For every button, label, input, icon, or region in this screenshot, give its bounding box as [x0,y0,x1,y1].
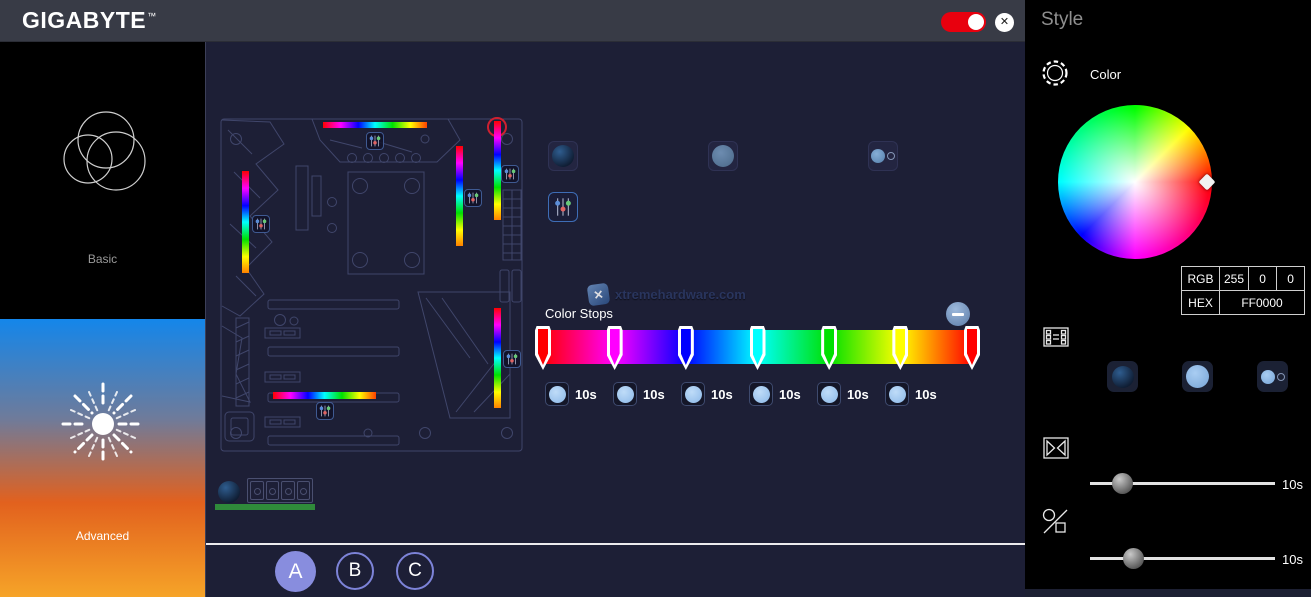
solid-orb-icon [1186,365,1209,388]
profile-bar: A B C [206,543,1025,597]
duration-checkbox[interactable] [545,382,569,406]
tab-basic[interactable]: Basic [0,42,205,319]
tab-basic-label: Basic [87,252,118,266]
rgb-label: RGB [1181,266,1220,291]
color-wheel-icon [1042,60,1068,86]
connector-pin [265,481,279,500]
hex-value[interactable]: FF0000 [1218,290,1306,315]
led-strip-indicator [215,504,315,510]
brightness-percent-icon [1042,508,1068,534]
hex-label: HEX [1181,290,1220,315]
style-button-flash[interactable] [868,141,898,171]
toggle-knob [968,14,984,30]
color-stop-pin[interactable] [606,326,623,370]
external-zone-button[interactable] [218,481,240,503]
stop-duration: 10s [817,382,869,406]
rgb-r-value[interactable]: 255 [1218,266,1250,291]
transition-button-blink[interactable] [1257,361,1288,392]
transition-button-solid[interactable] [1182,361,1213,392]
overlapping-circles-icon [62,111,146,191]
film-strip-icon [1043,327,1069,347]
duration-checkbox[interactable] [681,382,705,406]
rgb-strip-pcie [273,392,376,399]
color-stop-pin[interactable] [964,326,980,370]
pulse-orb-icon [552,145,574,167]
speed-slider-knob[interactable] [1112,473,1133,494]
brightness-value: 10s [1282,552,1303,567]
panel-bottom-strip [1025,589,1311,597]
duration-checkbox[interactable] [749,382,773,406]
flash-orbs-icon [871,145,895,167]
duration-checkbox[interactable] [885,382,909,406]
stop-duration: 10s [613,382,665,406]
zone-sliders-button[interactable] [252,215,270,233]
tab-advanced[interactable]: Advanced [0,319,205,597]
transition-speed-icon [1043,437,1069,459]
color-stops-bar[interactable] [535,326,980,370]
profile-button-a[interactable]: A [275,551,316,592]
speed-slider-track[interactable] [1090,482,1275,485]
stop-duration: 10s [545,382,597,406]
mode-sidebar: Basic Advanced [0,42,205,597]
profile-button-c[interactable]: C [396,552,434,590]
rgb-strip-top [323,122,427,128]
zone-sliders-button[interactable] [316,402,334,420]
duration-checkbox[interactable] [817,382,841,406]
speed-value: 10s [1282,477,1303,492]
speed-slider[interactable] [1090,473,1275,494]
profile-button-b[interactable]: B [336,552,374,590]
color-wheel[interactable] [1058,105,1212,259]
stop-duration: 10s [749,382,801,406]
brightness-slider[interactable] [1090,548,1275,569]
color-value-table: RGB 255 0 0 HEX FF0000 [1181,266,1306,315]
rgb-strip-right-bottom [494,308,501,408]
connector-pin [250,481,264,500]
zone-sliders-button[interactable] [503,350,521,368]
close-icon[interactable]: ✕ [995,13,1014,32]
gigabyte-logo: GIGABYTE™ [22,7,157,33]
static-orb-icon [712,145,734,167]
tab-advanced-label: Advanced [75,529,130,543]
fade-orb-icon [1111,365,1134,388]
color-stop-pin[interactable] [821,326,838,370]
rgb-strip-right-top [494,121,501,220]
brightness-slider-track[interactable] [1090,557,1275,560]
motherboard-diagram [220,118,523,452]
connector-pin [281,481,295,500]
stop-duration: 10s [885,382,937,406]
color-stops-label: Color Stops [545,306,613,321]
brightness-slider-knob[interactable] [1123,548,1144,569]
panel-title: Style [1041,9,1084,30]
rgb-g-value[interactable]: 0 [1248,266,1278,291]
zone-sliders-button[interactable] [366,132,384,150]
rgb-strip-center [456,146,463,246]
titlebar: GIGABYTE™ ✕ [0,0,1025,42]
style-button-static[interactable] [708,141,738,171]
duration-checkbox[interactable] [613,382,637,406]
rgb-strip-left [242,171,249,273]
color-stop-pin[interactable] [749,326,766,370]
style-button-pulse[interactable] [548,141,578,171]
color-stop-pin[interactable] [535,326,551,370]
power-toggle[interactable] [941,12,986,32]
rgb-b-value[interactable]: 0 [1276,266,1306,291]
preview-area [205,42,1025,597]
transition-button-fade[interactable] [1107,361,1138,392]
style-panel: Style Color RGB 255 0 0 HEX FF0000 [1025,0,1311,597]
custom-sliders-button[interactable] [548,192,578,222]
led-connector-icon [247,478,313,503]
stop-duration: 10s [681,382,733,406]
remove-stop-button[interactable] [946,302,970,326]
color-stop-pin[interactable] [892,326,909,370]
zone-sliders-button[interactable] [501,165,519,183]
connector-pin [296,481,310,500]
blink-orbs-icon [1260,366,1285,388]
color-section-label: Color [1090,67,1122,82]
starburst-icon [61,382,144,466]
color-stop-pin[interactable] [677,326,694,370]
zone-sliders-button[interactable] [464,189,482,207]
